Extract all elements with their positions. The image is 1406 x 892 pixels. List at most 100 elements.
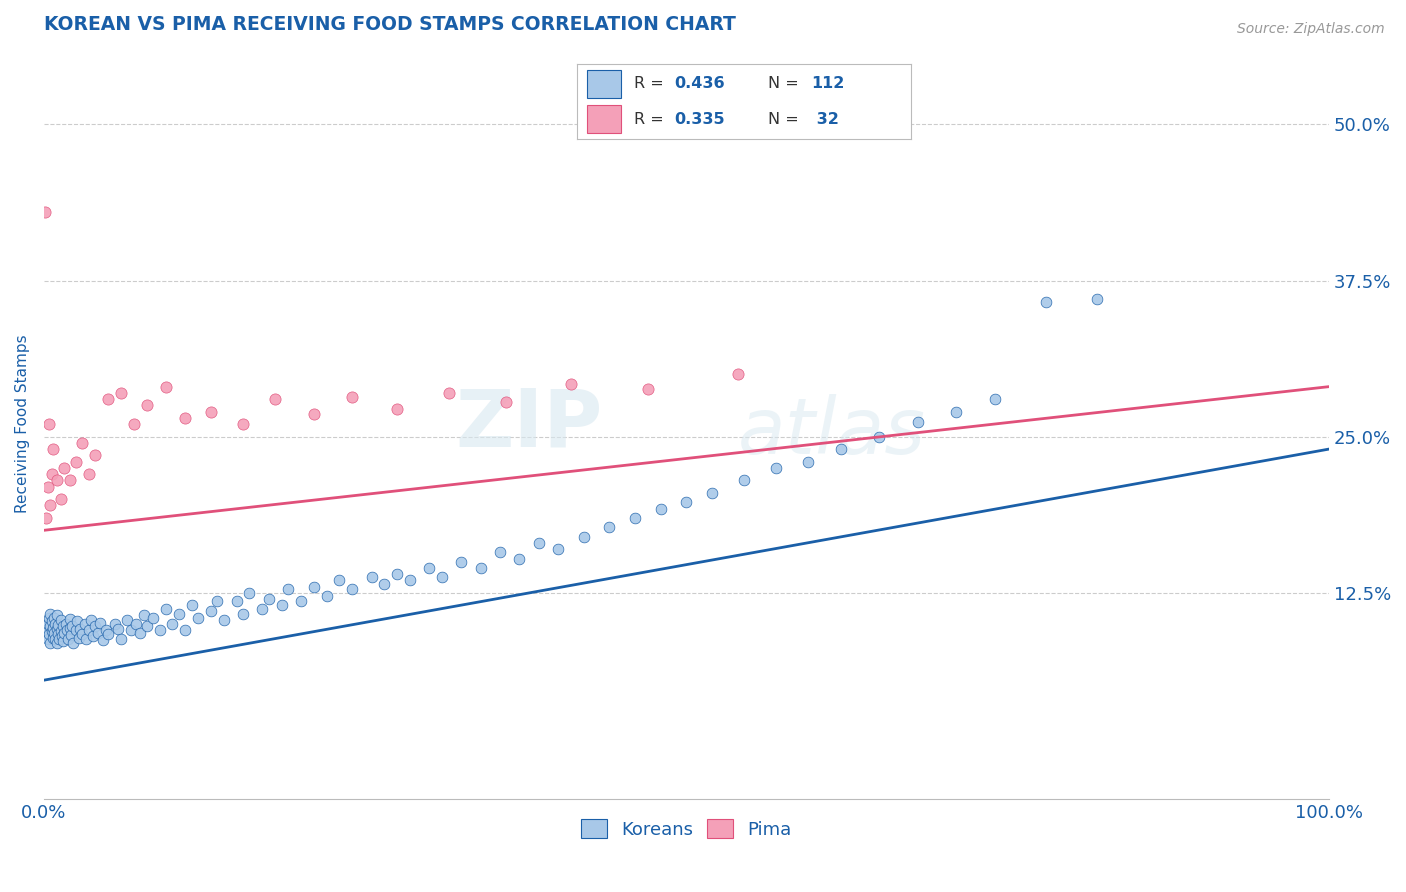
Point xyxy=(45,622,67,636)
Point xyxy=(34,204,56,219)
Point xyxy=(868,429,890,443)
Point xyxy=(48,632,70,646)
Point xyxy=(1087,292,1109,306)
Point xyxy=(110,632,132,646)
Point xyxy=(264,392,287,406)
Point xyxy=(733,474,755,488)
Point xyxy=(39,607,62,621)
Point xyxy=(53,461,76,475)
Point xyxy=(82,630,104,644)
Point xyxy=(49,492,72,507)
Point xyxy=(727,367,749,381)
Point xyxy=(200,404,222,418)
Point xyxy=(830,442,852,456)
Point xyxy=(58,632,80,646)
Point xyxy=(135,398,157,412)
Point xyxy=(89,615,111,630)
Point xyxy=(232,607,254,621)
Point xyxy=(387,402,409,417)
Point xyxy=(290,594,312,608)
Point xyxy=(765,461,787,475)
Point xyxy=(110,385,132,400)
Point xyxy=(97,392,120,406)
Point xyxy=(38,417,60,431)
Point xyxy=(212,613,235,627)
Point xyxy=(37,632,59,646)
Point xyxy=(75,632,97,646)
Point xyxy=(84,619,107,633)
Legend: Koreans, Pima: Koreans, Pima xyxy=(574,813,799,846)
Point xyxy=(39,619,62,633)
Point xyxy=(66,615,89,629)
Point xyxy=(450,555,472,569)
Point xyxy=(225,594,247,608)
Point xyxy=(945,404,967,418)
Point xyxy=(624,511,647,525)
Text: atlas: atlas xyxy=(738,393,925,469)
Point xyxy=(142,611,165,625)
Point xyxy=(232,417,254,431)
Point xyxy=(73,617,96,632)
Point xyxy=(257,592,280,607)
Point xyxy=(46,618,69,632)
Point xyxy=(41,615,63,629)
Point xyxy=(39,636,62,650)
Point xyxy=(238,586,260,600)
Point xyxy=(983,392,1005,406)
Point xyxy=(67,631,90,645)
Point xyxy=(77,624,100,638)
Point xyxy=(315,590,337,604)
Point xyxy=(437,385,460,400)
Point xyxy=(45,608,67,623)
Point xyxy=(399,574,422,588)
Point xyxy=(162,617,184,632)
Point xyxy=(80,613,103,627)
Point xyxy=(125,617,148,632)
Point xyxy=(302,580,325,594)
Point xyxy=(44,632,66,646)
Point xyxy=(342,582,364,596)
Text: KOREAN VS PIMA RECEIVING FOOD STAMPS CORRELATION CHART: KOREAN VS PIMA RECEIVING FOOD STAMPS COR… xyxy=(44,15,735,34)
Point xyxy=(470,561,492,575)
Point xyxy=(72,627,94,641)
Point xyxy=(508,552,530,566)
Point xyxy=(489,544,512,558)
Point xyxy=(700,486,723,500)
Point xyxy=(174,624,197,638)
Point xyxy=(65,624,87,638)
Point xyxy=(72,435,94,450)
Point xyxy=(155,602,177,616)
Point xyxy=(42,631,65,645)
Point xyxy=(91,633,114,648)
Point xyxy=(527,536,550,550)
Text: Source: ZipAtlas.com: Source: ZipAtlas.com xyxy=(1237,22,1385,37)
Point xyxy=(572,530,595,544)
Point xyxy=(49,613,72,627)
Point xyxy=(302,407,325,421)
Point xyxy=(44,625,66,640)
Point xyxy=(277,582,299,596)
Point xyxy=(69,622,91,636)
Point xyxy=(62,636,84,650)
Point xyxy=(907,415,929,429)
Text: ZIP: ZIP xyxy=(456,385,603,463)
Point xyxy=(55,617,77,632)
Point xyxy=(97,627,120,641)
Point xyxy=(122,417,145,431)
Point xyxy=(37,480,59,494)
Point xyxy=(360,569,382,583)
Point xyxy=(148,624,170,638)
Point xyxy=(598,519,620,533)
Point xyxy=(44,617,66,632)
Point xyxy=(1035,294,1057,309)
Point xyxy=(58,474,80,488)
Point xyxy=(60,619,83,633)
Point xyxy=(38,611,60,625)
Point xyxy=(432,569,454,583)
Point xyxy=(58,612,80,626)
Point xyxy=(167,607,190,621)
Point xyxy=(547,542,569,557)
Point xyxy=(45,636,67,650)
Point xyxy=(44,611,66,625)
Point xyxy=(252,602,274,616)
